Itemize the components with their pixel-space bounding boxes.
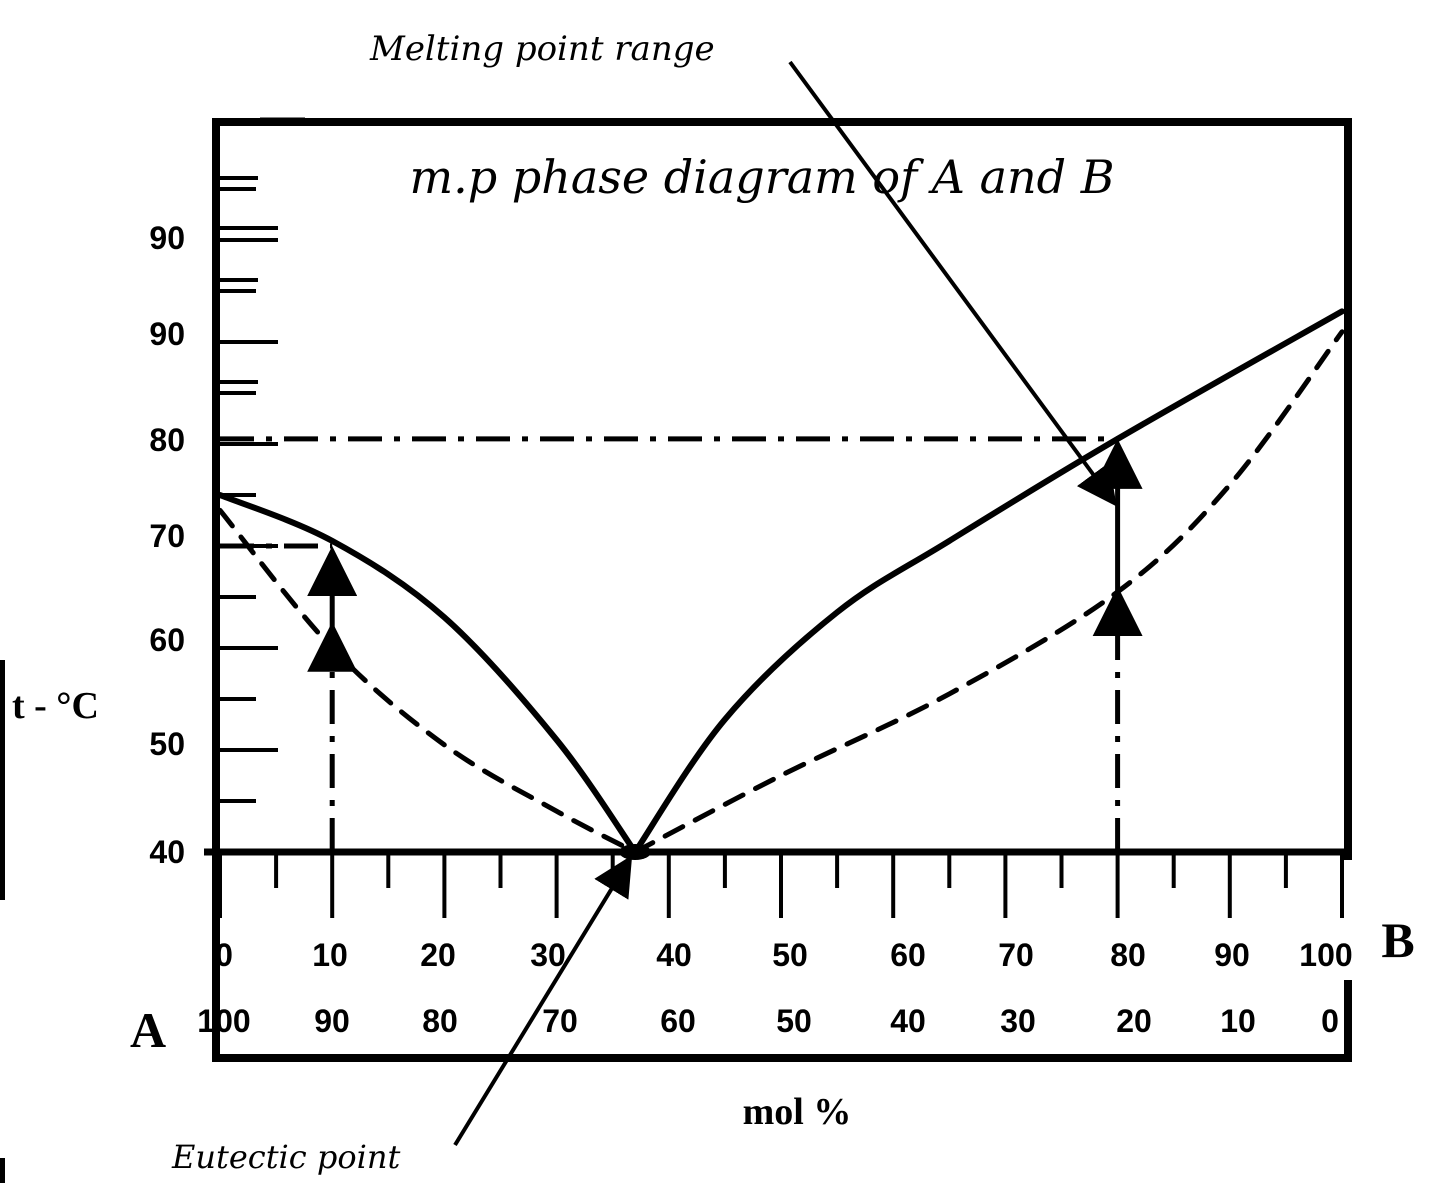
y-tick-label: 80	[149, 422, 185, 458]
y-tick-label: 90	[149, 316, 185, 352]
x-tick-label-a: 40	[890, 1003, 926, 1039]
y-tick-label: 40	[149, 834, 185, 870]
eutectic-pointer	[453, 855, 633, 1147]
x-tick-label-b: 100	[1299, 937, 1352, 973]
x-axis-label: mol %	[743, 1091, 852, 1133]
x-tick-label-b: 40	[656, 937, 692, 973]
eutectic-annotation: Eutectic point	[171, 1138, 400, 1176]
melting-range-pointer	[788, 60, 1117, 507]
component-b-label: B	[1381, 912, 1414, 968]
reference-lines	[220, 436, 1121, 852]
solidus-curve-right	[632, 329, 1345, 855]
y-tick-label: 50	[149, 726, 185, 762]
plot-frame	[0, 117, 1352, 1183]
solidus-curve-left	[217, 507, 638, 855]
x-tick-label-b: 80	[1110, 937, 1146, 973]
chart-labels: m.p phase diagram of A and B t - °C mol …	[12, 29, 1415, 1176]
x-tick-label-a: 60	[660, 1003, 696, 1039]
x-tick-label-a: 30	[1000, 1003, 1036, 1039]
phase-curves	[217, 308, 1345, 860]
component-a-label: A	[130, 1002, 166, 1058]
eutectic-point-marker	[619, 844, 652, 860]
x-tick-label-b: 20	[420, 937, 456, 973]
x-tick-label-a: 100	[197, 1003, 250, 1039]
x-tick-label-b: 0	[215, 937, 233, 973]
x-tick-label-a: 10	[1220, 1003, 1256, 1039]
liquidus-curve-left	[217, 492, 639, 855]
x-tick-label-a: 50	[776, 1003, 812, 1039]
x-tick-label-b: 50	[772, 937, 808, 973]
x-tick-label-b: 70	[998, 937, 1034, 973]
x-tick-label-a: 80	[422, 1003, 458, 1039]
x-tick-label-a: 20	[1116, 1003, 1152, 1039]
x-tick-label-b: 60	[890, 937, 926, 973]
range-arrows	[307, 60, 1143, 1147]
x-tick-label-b: 10	[312, 937, 348, 973]
y-axis-label: t - °C	[12, 685, 99, 727]
chart-title: m.p phase diagram of A and B	[409, 150, 1114, 204]
melting-range-annotation: Melting point range	[369, 29, 715, 69]
y-tick-label: 60	[149, 622, 185, 658]
y-tick-label: 90	[149, 220, 185, 256]
x-tick-label-a: 70	[542, 1003, 578, 1039]
liquidus-curve-right	[632, 308, 1345, 855]
y-tick-label: 70	[149, 518, 185, 554]
x-tick-label-a: 90	[314, 1003, 350, 1039]
x-tick-label-b: 30	[530, 937, 566, 973]
x-tick-label-b: 90	[1214, 937, 1250, 973]
x-tick-label-a: 0	[1321, 1003, 1339, 1039]
